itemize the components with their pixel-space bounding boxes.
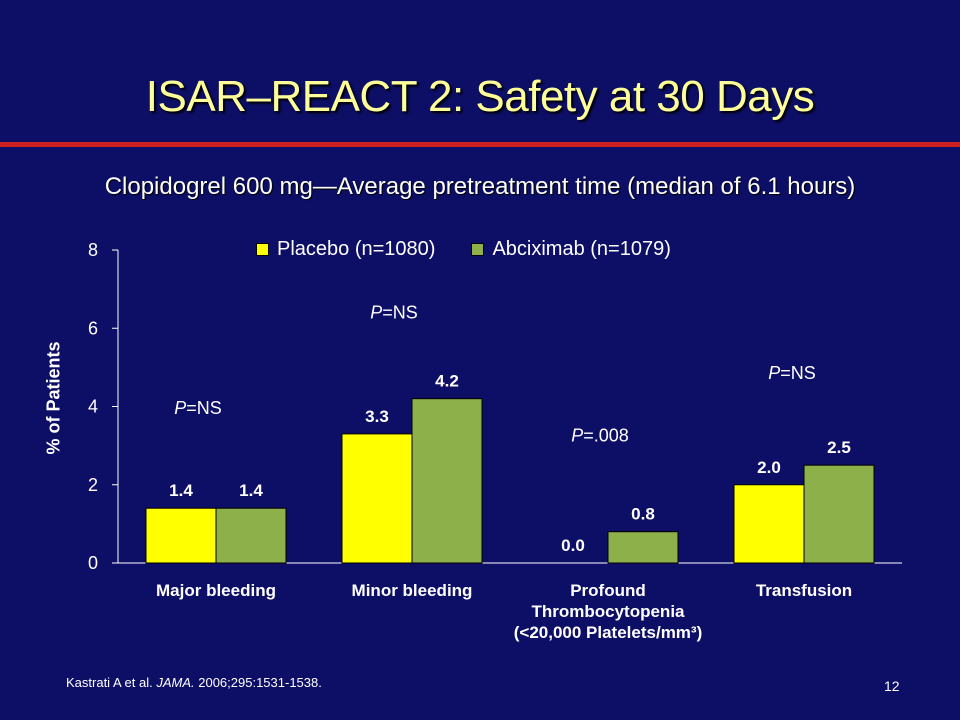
data-label-placebo: 0.0 <box>561 536 585 555</box>
p-value-label: P=NS <box>370 303 418 323</box>
data-label-abciximab: 0.8 <box>631 505 655 524</box>
p-value-label: P=NS <box>174 398 222 418</box>
x-category-label: (<20,000 Platelets/mm³) <box>514 623 703 642</box>
x-category-label: Profound <box>570 581 646 600</box>
citation-details: 2006;295:1531-1538. <box>194 675 322 690</box>
y-tick-label: 6 <box>88 318 98 338</box>
bar-placebo <box>341 433 413 564</box>
citation-authors: Kastrati A et al. <box>66 675 157 690</box>
x-category-label: Thrombocytopenia <box>531 602 685 621</box>
legend-swatch-placebo <box>256 243 269 256</box>
bar-placebo <box>145 507 217 564</box>
bar-placebo <box>733 484 805 564</box>
bar-abciximab <box>215 507 287 564</box>
x-category-label: Major bleeding <box>156 581 276 600</box>
legend-swatch-abciximab <box>471 243 485 256</box>
bar-abciximab <box>803 464 875 564</box>
legend-label-abciximab: Abciximab (n=1079) <box>492 238 671 260</box>
data-label-abciximab: 1.4 <box>239 481 263 500</box>
y-tick-label: 2 <box>88 475 98 495</box>
data-label-abciximab: 4.2 <box>435 372 459 391</box>
bar-abciximab <box>411 398 483 564</box>
x-category-label: Transfusion <box>756 581 852 600</box>
p-value-label: P=NS <box>768 363 816 383</box>
page-number: 12 <box>884 678 900 694</box>
y-tick-label: 8 <box>88 240 98 260</box>
data-label-abciximab: 2.5 <box>827 438 851 457</box>
citation-journal: JAMA. <box>156 675 195 690</box>
data-label-placebo: 1.4 <box>169 481 193 500</box>
legend-item-abciximab: Abciximab (n=1079) <box>471 238 671 261</box>
legend-label-placebo: Placebo (n=1080) <box>277 238 436 260</box>
p-value-label: P=.008 <box>571 426 629 446</box>
slide-subtitle: Clopidogrel 600 mg—Average pretreatment … <box>104 173 856 200</box>
x-category-label: Minor bleeding <box>352 581 473 600</box>
citation: Kastrati A et al. JAMA. 2006;295:1531-15… <box>66 675 322 690</box>
legend-item-placebo: Placebo (n=1080) <box>256 238 435 261</box>
bar-abciximab <box>607 531 679 564</box>
y-tick-label: 4 <box>88 397 98 417</box>
slide-title: ISAR–REACT 2: Safety at 30 Days <box>145 72 815 121</box>
data-label-placebo: 3.3 <box>365 407 389 426</box>
y-tick-label: 0 <box>88 553 98 573</box>
chart-legend: Placebo (n=1080) Abciximab (n=1079) <box>256 238 707 261</box>
data-label-placebo: 2.0 <box>757 458 781 477</box>
title-divider <box>0 142 960 147</box>
